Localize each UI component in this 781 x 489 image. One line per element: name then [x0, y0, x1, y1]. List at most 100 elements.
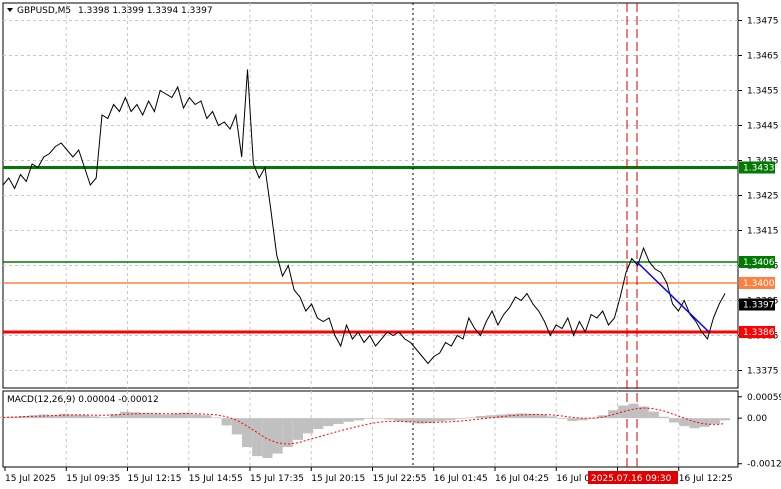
macd-histogram-bar	[211, 417, 222, 419]
macd-histogram-bar	[69, 414, 80, 419]
highlight-time-bg	[588, 471, 678, 484]
vertical-markers	[412, 3, 638, 467]
macd-histogram-bar	[333, 418, 344, 424]
macd-histogram-bar	[282, 418, 293, 448]
triangle-down-icon[interactable]	[7, 8, 13, 12]
macd-histogram-bar	[292, 418, 303, 440]
macd-tick-label: 0.00059	[747, 393, 781, 403]
level-label-bg	[739, 277, 775, 289]
macd-histogram-bar	[384, 418, 395, 420]
macd-histogram-bar	[140, 413, 151, 419]
macd-histogram-bar	[425, 418, 436, 423]
macd-histogram-bar	[658, 416, 670, 419]
macd-histogram-bar	[272, 418, 283, 454]
macd-histogram-bar	[689, 418, 700, 429]
macd-signal-line	[2, 407, 726, 445]
macd-histogram-bar	[699, 418, 710, 427]
macd-histogram-bar	[262, 418, 273, 458]
macd-histogram-bar	[119, 411, 131, 419]
macd-histogram-bar	[516, 413, 527, 419]
highlight-time-label: 2025.07.16 09:30	[591, 474, 672, 484]
price-tick-label: 1.3415	[747, 227, 779, 237]
current-price-label: 1.3397	[743, 301, 775, 311]
level-label-entry: 1.3400	[743, 279, 775, 289]
macd-histogram-bar	[465, 417, 476, 419]
macd-histogram-bar	[577, 418, 588, 421]
time-label: 16 Jul 01:45	[434, 474, 488, 484]
level-label-support: 1.3386	[743, 328, 775, 338]
macd-histogram-bar	[231, 418, 242, 435]
macd-histogram-bar	[719, 418, 731, 421]
macd-histogram-bar	[89, 416, 100, 419]
macd-histogram-bar	[48, 415, 59, 419]
macd-histogram-bar	[669, 418, 680, 423]
time-label: 15 Jul 14:55	[189, 474, 243, 484]
macd-histogram-bar	[201, 415, 212, 419]
macd-axis: 0.00059 0.00 -0.00126	[738, 393, 781, 470]
time-label: 15 Jul 09:35	[66, 474, 120, 484]
macd-histogram-bar	[394, 418, 405, 422]
macd-histogram-bar	[628, 403, 639, 419]
macd-histogram-bar	[547, 416, 558, 419]
macd-histogram-bar	[323, 418, 334, 427]
macd-histogram-bar	[404, 418, 415, 423]
macd-tick-label: 0.00	[747, 414, 767, 424]
macd-histogram-bar	[8, 416, 19, 419]
macd-plot-frame	[2, 390, 739, 468]
macd-histogram-bar	[252, 418, 263, 457]
macd-label: MACD(12,26,9) 0.00004 -0.00012	[7, 395, 159, 405]
macd-histogram-bar	[526, 413, 537, 419]
macd-histogram-bar	[241, 418, 253, 448]
macd-tick-label: -0.00126	[747, 460, 781, 470]
macd-histogram-bar	[506, 413, 517, 419]
macd-histogram-bar	[221, 418, 232, 426]
macd-histogram-bar	[638, 406, 649, 419]
grid	[3, 3, 738, 467]
level-label-bg	[739, 326, 775, 338]
time-label: 15 Jul 17:35	[250, 474, 304, 484]
macd-histogram-bar	[455, 418, 466, 419]
time-label: 16 Jul 07:05	[556, 474, 610, 484]
macd-histogram-bar	[567, 418, 578, 422]
price-tick-label: 1.3425	[747, 192, 779, 202]
macd-histogram-bar	[445, 418, 456, 421]
macd-histogram-bar	[343, 418, 354, 422]
time-label: 15 Jul 22:55	[373, 474, 427, 484]
macd-histogram-bar	[536, 414, 548, 419]
macd-histogram-bar	[160, 414, 171, 419]
macd-histogram-bar	[475, 415, 487, 419]
time-label: 16 Jul 12:25	[679, 474, 733, 484]
time-label: 15 Jul 2025	[5, 474, 56, 484]
macd-histogram-bar	[597, 415, 609, 419]
price-tick-label: 1.3455	[747, 87, 779, 97]
macd-histogram-bar	[353, 418, 364, 421]
price-series	[2, 69, 726, 365]
level-label-bg	[739, 256, 775, 268]
level-label-resistance-1: 1.3433	[743, 164, 775, 174]
symbol-label: GBPUSD,M5	[17, 6, 71, 16]
macd-histogram-bar	[679, 418, 690, 427]
macd-histogram-bar	[130, 412, 141, 419]
macd-histogram-bar	[648, 411, 659, 419]
price-line	[2, 69, 726, 365]
macd-histogram-bar	[150, 413, 161, 419]
macd-histogram-bar	[557, 418, 568, 419]
time-label: 15 Jul 20:15	[311, 474, 365, 484]
time-label: 16 Jul 04:25	[495, 474, 549, 484]
levels	[3, 166, 738, 334]
macd-histogram-bar	[170, 413, 181, 419]
macd-histogram-bar	[364, 418, 375, 419]
macd-series	[0, 403, 731, 458]
macd-histogram-bar	[414, 418, 426, 424]
macd-histogram-bar	[99, 417, 110, 419]
time-axis: 15 Jul 2025 15 Jul 09:35 15 Jul 12:15 15 Ju…	[4, 467, 733, 484]
macd-histogram-bar	[486, 415, 497, 419]
time-label: 15 Jul 12:15	[128, 474, 182, 484]
current-price-bg	[739, 298, 775, 311]
price-tick-label: 1.3465	[747, 52, 779, 62]
price-tick-label: 1.3445	[747, 122, 779, 132]
macd-histogram-bar	[58, 413, 70, 419]
ohlc-values: 1.3398 1.3399 1.3394 1.3397	[78, 6, 213, 16]
